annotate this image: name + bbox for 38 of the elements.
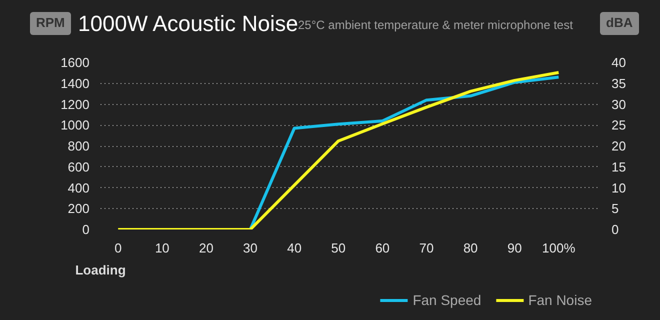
- y-tick-label: 800: [68, 138, 90, 154]
- y-tick-label: 1200: [60, 96, 90, 112]
- y2-tick-label: 20: [612, 138, 626, 154]
- y-tick-label: 1000: [60, 118, 90, 133]
- y2-tick-label: 35: [612, 76, 626, 91]
- x-tick-label: 30: [243, 240, 258, 256]
- y-tick-label: 600: [68, 159, 90, 174]
- x-tick-label: 100%: [542, 240, 576, 256]
- y2-tick-label: 40: [612, 55, 626, 70]
- legend-label: Fan Speed: [412, 292, 482, 308]
- y2-tick-label: 5: [612, 201, 619, 216]
- x-tick-label: 80: [463, 240, 478, 256]
- legend-label: Fan Noise: [528, 292, 592, 308]
- y-tick-label: 200: [68, 201, 90, 216]
- chart-title: 1000W Acoustic Noise: [78, 10, 298, 38]
- x-tick-label: 40: [287, 240, 302, 256]
- y-tick-label: 0: [82, 222, 90, 237]
- y-tick-label: 1600: [60, 55, 90, 70]
- y2-tick-label: 10: [612, 180, 626, 196]
- y2-axis-title: dBA: [600, 12, 639, 35]
- y2-tick-label: 15: [612, 159, 626, 174]
- y2-tick-label: 25: [612, 118, 626, 133]
- x-tick-label: 20: [198, 240, 214, 256]
- x-tick-label: 60: [375, 240, 390, 256]
- x-axis-title: Loading: [75, 262, 126, 278]
- chart-subtitle: 25°C ambient temperature & meter microphone test: [298, 17, 573, 34]
- y-tick-label: 400: [68, 180, 90, 196]
- y-axis-title: RPM: [30, 12, 71, 35]
- y2-tick-label: 0: [612, 222, 619, 237]
- y2-tick-label: 30: [612, 96, 626, 112]
- x-tick-label: 10: [154, 240, 170, 256]
- y-tick-label: 1400: [60, 76, 90, 91]
- line-series: [116, 71, 560, 230]
- line-series: [248, 76, 560, 230]
- x-tick-label: 50: [331, 240, 346, 256]
- x-tick-label: 70: [419, 240, 434, 256]
- x-tick-label: 90: [507, 240, 522, 256]
- x-tick-label: 0: [114, 240, 122, 256]
